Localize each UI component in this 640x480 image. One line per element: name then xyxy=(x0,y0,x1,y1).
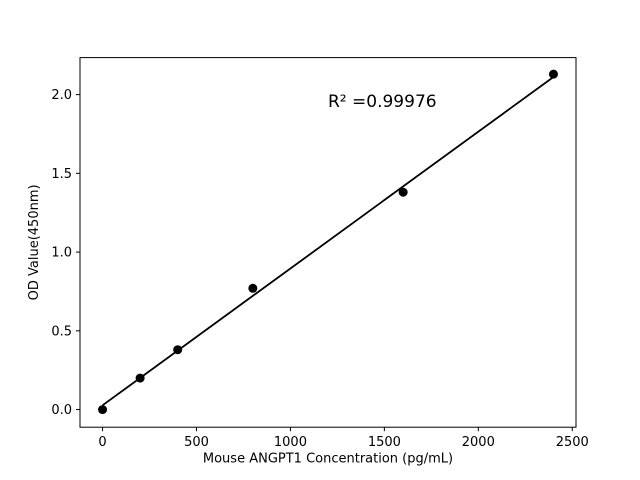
y-axis-ticks: 0.0 0.5 1.0 1.5 2.0 xyxy=(51,88,80,418)
data-series xyxy=(98,69,558,415)
x-tick-label: 1000 xyxy=(274,435,307,450)
axes-frame xyxy=(79,57,577,428)
data-point xyxy=(548,69,558,79)
data-point xyxy=(398,187,408,197)
x-tick-label: 2500 xyxy=(556,435,589,450)
y-tick-label: 1.0 xyxy=(51,246,72,261)
r-squared-annotation: R² =0.99976 xyxy=(328,92,437,112)
y-axis-label: OD Value(450nm) xyxy=(27,184,42,300)
y-tick-label: 0.5 xyxy=(51,324,72,339)
data-point xyxy=(248,283,258,293)
y-tick-label: 1.5 xyxy=(51,167,72,182)
x-tick-label: 500 xyxy=(184,435,209,450)
data-point xyxy=(98,405,108,415)
x-tick-label: 1500 xyxy=(368,435,401,450)
data-point xyxy=(173,345,183,355)
y-tick-label: 0.0 xyxy=(51,403,72,418)
y-tick-label: 2.0 xyxy=(51,88,72,103)
x-tick-label: 2000 xyxy=(462,435,495,450)
x-axis-label: Mouse ANGPT1 Concentration (pg/mL) xyxy=(203,452,453,467)
x-axis-ticks: 0 500 1000 1500 2000 2500 xyxy=(98,427,589,450)
fit-line xyxy=(102,76,554,407)
data-point xyxy=(135,373,145,383)
x-tick-label: 0 xyxy=(98,435,106,450)
